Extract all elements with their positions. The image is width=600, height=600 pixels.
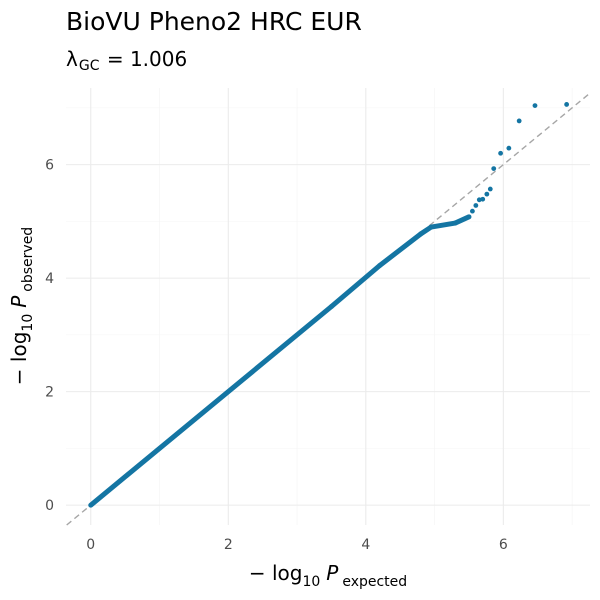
dense-points-segment [452, 214, 472, 226]
data-points [88, 102, 570, 508]
data-point [516, 118, 522, 124]
y-axis-title: − log10 Pobserved [7, 227, 36, 385]
data-point [532, 103, 538, 108]
y-axis-tick-labels: 0 2 4 6 [45, 158, 54, 515]
y-tick-label: 2 [45, 385, 54, 401]
y-tick-label: 4 [45, 271, 54, 287]
y-tick-label: 0 [45, 498, 54, 514]
x-tick-label: 0 [86, 537, 95, 553]
x-axis-title-var: P [326, 561, 339, 585]
data-point [498, 150, 504, 156]
data-point [470, 208, 475, 214]
x-tick-label: 6 [499, 537, 508, 553]
dense-points-segment [328, 263, 383, 309]
chart-title: BioVU Pheno2 HRC EUR [66, 7, 362, 36]
data-point [473, 203, 479, 208]
major-gridlines [66, 88, 590, 525]
data-point [506, 145, 512, 151]
y-axis-title-subscript: observed [20, 227, 36, 292]
minor-gridlines [66, 88, 590, 525]
y-axis-title-base: 10 [20, 314, 36, 332]
lambda-symbol: λ [66, 47, 78, 71]
dense-points-segment [428, 220, 458, 230]
x-axis-title-prefix: − log [249, 561, 303, 585]
lambda-equals: = [100, 47, 130, 71]
data-point [491, 166, 497, 171]
x-axis-tick-labels: 0 2 4 6 [86, 537, 508, 553]
data-point [480, 196, 486, 202]
chart-subtitle: λGC = 1.006 [66, 46, 187, 79]
dense-points-segment [88, 304, 334, 508]
dense-points-segment [377, 231, 424, 269]
lambda-value: 1.006 [129, 47, 188, 71]
data-point [564, 102, 570, 107]
x-tick-label: 4 [361, 537, 370, 553]
y-tick-label: 6 [45, 158, 54, 174]
x-axis-title-base: 10 [302, 574, 320, 590]
data-point [484, 191, 490, 197]
y-axis-title-var: P [7, 295, 31, 308]
x-axis-title-subscript: expected [342, 574, 407, 590]
y-axis-title-prefix: − log [7, 332, 31, 386]
x-tick-label: 2 [224, 537, 233, 553]
data-point [487, 186, 493, 192]
lambda-subscript: GC [78, 58, 100, 74]
